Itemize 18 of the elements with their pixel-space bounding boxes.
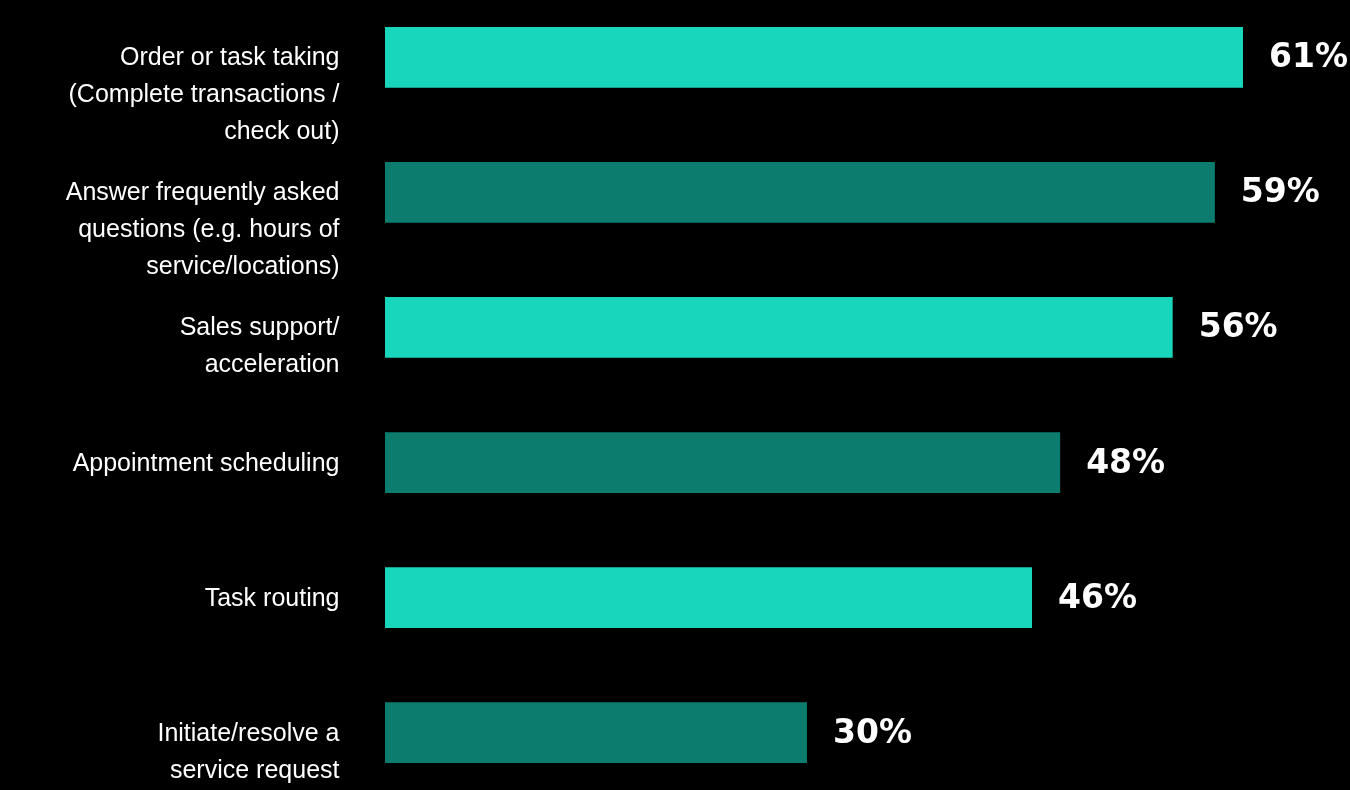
y-tick-label: Answer frequently asked questions (e.g. hours of service/locations) [65, 177, 340, 280]
bar [385, 162, 1215, 223]
data-label: 46% [1058, 576, 1138, 616]
data-label: 56% [1198, 306, 1278, 346]
data-label: 59% [1240, 171, 1320, 211]
bar [385, 702, 807, 763]
bar [385, 297, 1173, 358]
bar [385, 567, 1033, 628]
bar [385, 432, 1061, 493]
data-label: 48% [1086, 441, 1166, 481]
y-tick-label: Order or task taking (Complete transactions / check out) [68, 42, 340, 145]
y-tick-label: Sales support/ acceleration [179, 312, 340, 378]
y-tick-label: Appointment scheduling [72, 447, 340, 476]
bar [385, 27, 1243, 88]
y-tick-label: Initiate/resolve a service request [157, 717, 340, 783]
data-label: 61% [1269, 36, 1348, 76]
data-label: 30% [832, 711, 912, 751]
y-tick-label: Task routing [204, 582, 340, 611]
